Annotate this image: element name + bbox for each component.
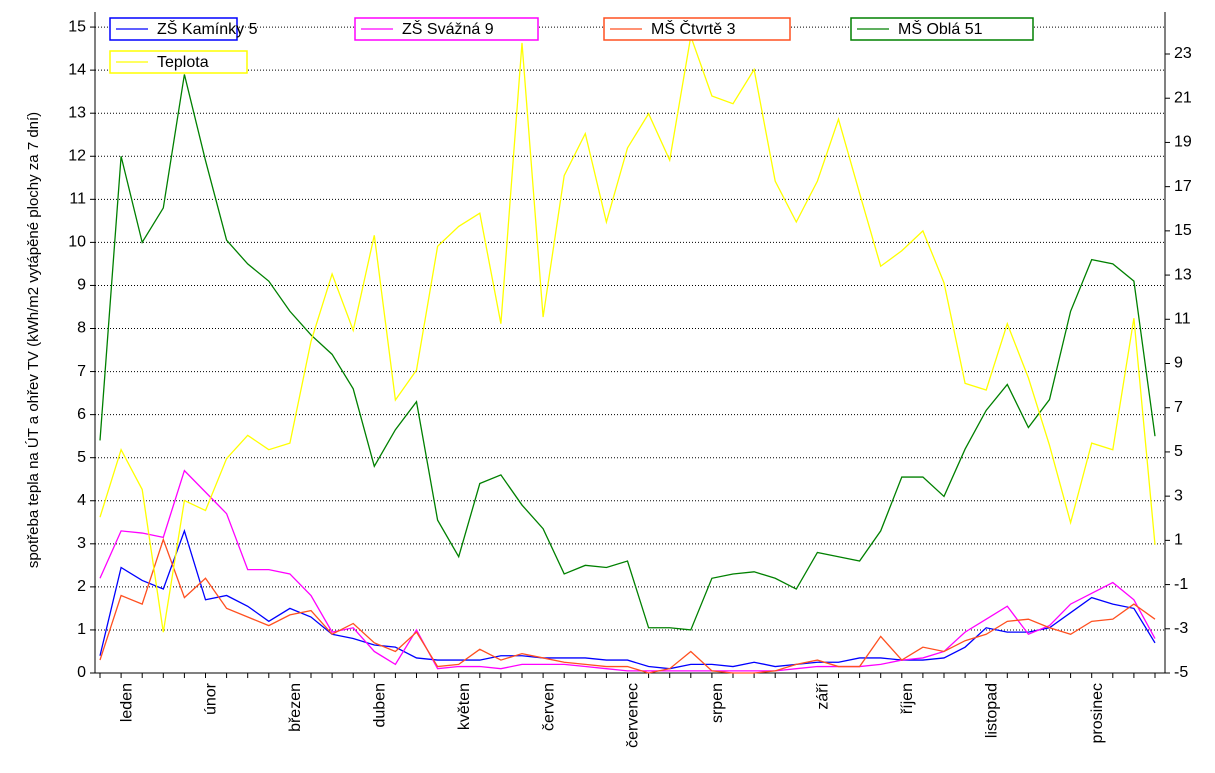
legend-label: ZŠ Kamínky 5 [157, 19, 258, 38]
y-tick-label: 1 [77, 621, 86, 638]
legend-box [850, 17, 1034, 41]
y-tick-label: 5 [77, 449, 86, 466]
legend-label: MŠ Oblá 51 [898, 19, 983, 38]
y2-tick-label: 7 [1174, 399, 1183, 416]
y-tick-label: 14 [68, 61, 86, 78]
legend-box [354, 17, 539, 41]
y-tick-label: 9 [77, 277, 86, 294]
y2-tick-label: -1 [1174, 576, 1188, 593]
y-tick-label: 8 [77, 320, 86, 337]
x-tick-label: srpen [709, 683, 726, 723]
x-tick-label: září [815, 682, 832, 709]
y2-tick-label: 11 [1174, 311, 1191, 328]
y-tick-label: 7 [77, 363, 86, 380]
y-tick-label: 11 [69, 191, 86, 208]
y2-tick-label: 5 [1174, 443, 1183, 460]
y-tick-label: 13 [68, 104, 86, 121]
x-tick-label: červen [540, 683, 557, 731]
x-tick-label: březen [287, 683, 304, 732]
legend-box [603, 17, 791, 41]
y-tick-label: 12 [68, 147, 86, 164]
y-tick-label: 15 [68, 18, 86, 35]
x-tick-label: říjen [899, 683, 916, 714]
y2-tick-label: 23 [1174, 45, 1192, 62]
y-tick-label: 2 [77, 578, 86, 595]
y2-tick-label: 13 [1174, 266, 1192, 283]
y2-tick-label: 1 [1174, 532, 1183, 549]
y-axis-label: spotřeba tepla na ÚT a ohřev TV (kWh/m2 … [25, 112, 42, 568]
x-tick-label: květen [456, 683, 473, 730]
x-tick-label: duben [372, 683, 389, 728]
y-tick-label: 6 [77, 406, 86, 423]
y-tick-label: 0 [77, 664, 86, 681]
x-tick-label: prosinec [1089, 683, 1106, 743]
y2-tick-label: 3 [1174, 487, 1183, 504]
legend-label: MŠ Čtvrtě 3 [651, 19, 736, 38]
legend-box [109, 17, 238, 41]
y2-tick-label: 21 [1174, 89, 1192, 106]
x-tick-label: leden [118, 683, 135, 722]
series-line [99, 528, 1156, 670]
legend-label: ZŠ Svážná 9 [402, 19, 494, 38]
series-line [99, 537, 1156, 674]
y-tick-label: 10 [68, 234, 86, 251]
y2-tick-label: 17 [1174, 178, 1192, 195]
series-line [99, 33, 1156, 633]
x-tick-label: červenec [625, 683, 642, 748]
y2-tick-label: 15 [1174, 222, 1192, 239]
x-tick-label: únor [203, 682, 220, 715]
y2-tick-label: 9 [1174, 355, 1183, 372]
series-line [99, 74, 1156, 631]
legend-box [109, 50, 248, 74]
y2-tick-label: -3 [1174, 620, 1188, 637]
y-tick-label: 4 [77, 492, 86, 509]
series-line [99, 469, 1156, 672]
x-tick-label: listopad [983, 683, 1000, 738]
y2-tick-label: -5 [1174, 664, 1188, 681]
y2-tick-label: 19 [1174, 134, 1192, 151]
y-tick-label: 3 [77, 535, 86, 552]
legend-label: Teplota [157, 54, 209, 71]
